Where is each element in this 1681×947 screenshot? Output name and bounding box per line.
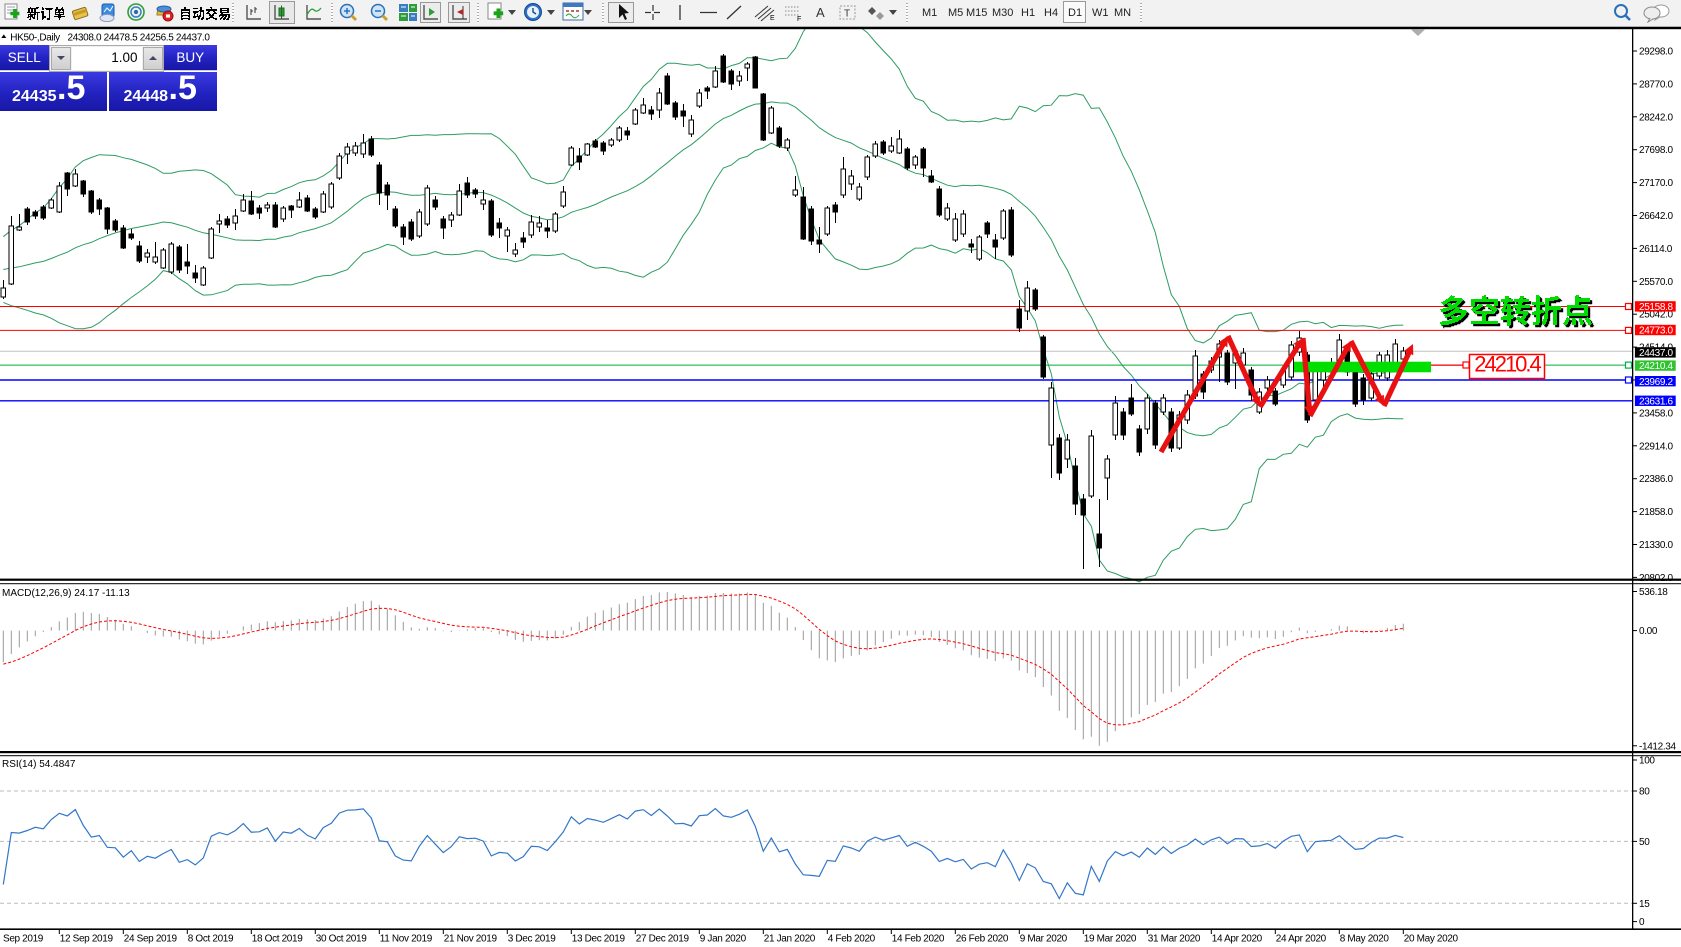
svg-text:RSI(14) 54.4847: RSI(14) 54.4847 <box>2 759 76 770</box>
svg-text:MACD(12,26,9) 24.17 -11.13: MACD(12,26,9) 24.17 -11.13 <box>2 588 130 599</box>
svg-text:24 Sep 2019: 24 Sep 2019 <box>124 934 178 945</box>
svg-text:26642.0: 26642.0 <box>1639 211 1673 222</box>
svg-text:18 Oct 2019: 18 Oct 2019 <box>252 934 303 945</box>
svg-text:14 Apr 2020: 14 Apr 2020 <box>1212 934 1263 945</box>
svg-text:4 Feb 2020: 4 Feb 2020 <box>828 934 876 945</box>
svg-text:21858.0: 21858.0 <box>1639 507 1673 518</box>
svg-text:22914.0: 22914.0 <box>1639 441 1673 452</box>
svg-text:30 Oct 2019: 30 Oct 2019 <box>316 934 367 945</box>
svg-text:23631.6: 23631.6 <box>1639 396 1673 407</box>
svg-text:13 Dec 2019: 13 Dec 2019 <box>572 934 626 945</box>
svg-text:24210.4: 24210.4 <box>1639 361 1673 372</box>
svg-text:20802.0: 20802.0 <box>1639 573 1673 584</box>
svg-text:26114.0: 26114.0 <box>1639 244 1673 255</box>
svg-text:24773.0: 24773.0 <box>1639 326 1673 337</box>
svg-text:9 Jan 2020: 9 Jan 2020 <box>700 934 747 945</box>
svg-text:T: T <box>844 9 850 20</box>
svg-text:26 Feb 2020: 26 Feb 2020 <box>956 934 1009 945</box>
svg-text:28770.0: 28770.0 <box>1639 79 1673 90</box>
svg-text:80: 80 <box>1639 787 1650 798</box>
svg-text:100: 100 <box>1639 756 1655 767</box>
svg-text:8 Oct 2019: 8 Oct 2019 <box>188 934 234 945</box>
svg-text:29298.0: 29298.0 <box>1639 47 1673 58</box>
svg-text:20 May 2020: 20 May 2020 <box>1404 934 1459 945</box>
svg-text:25042.0: 25042.0 <box>1639 310 1673 321</box>
svg-text:27170.0: 27170.0 <box>1639 178 1673 189</box>
svg-text:28242.0: 28242.0 <box>1639 112 1673 123</box>
svg-text:15: 15 <box>1639 899 1650 910</box>
svg-text:25570.0: 25570.0 <box>1639 277 1673 288</box>
svg-text:-1412.34: -1412.34 <box>1639 741 1676 752</box>
svg-text:19 Mar 2020: 19 Mar 2020 <box>1084 934 1137 945</box>
svg-text:HK50-,Daily: HK50-,Daily <box>10 33 60 44</box>
svg-text:0: 0 <box>1639 917 1645 928</box>
svg-text:24210.4: 24210.4 <box>1474 352 1541 377</box>
svg-text:31 Mar 2020: 31 Mar 2020 <box>1148 934 1201 945</box>
svg-text:12 Sep 2019: 12 Sep 2019 <box>60 934 114 945</box>
svg-text:24308.0 24478.5 24256.5 24437.: 24308.0 24478.5 24256.5 24437.0 <box>68 33 211 44</box>
svg-text:24437.0: 24437.0 <box>1639 348 1673 359</box>
svg-text:21 Jan 2020: 21 Jan 2020 <box>764 934 816 945</box>
svg-text:23458.0: 23458.0 <box>1639 408 1673 419</box>
svg-text:21 Nov 2019: 21 Nov 2019 <box>444 934 498 945</box>
svg-text:11 Nov 2019: 11 Nov 2019 <box>380 934 433 945</box>
svg-text:F: F <box>797 16 801 22</box>
svg-text:24 Apr 2020: 24 Apr 2020 <box>1276 934 1327 945</box>
svg-text:8 May 2020: 8 May 2020 <box>1340 934 1390 945</box>
svg-text:22386.0: 22386.0 <box>1639 474 1673 485</box>
svg-text:0.00: 0.00 <box>1639 626 1658 637</box>
svg-text:536.18: 536.18 <box>1639 587 1668 598</box>
svg-text:Sep 2019: Sep 2019 <box>3 934 44 945</box>
svg-text:3 Dec 2019: 3 Dec 2019 <box>508 934 556 945</box>
svg-text:25158.8: 25158.8 <box>1639 302 1673 313</box>
svg-text:23969.2: 23969.2 <box>1639 377 1673 388</box>
svg-text:27698.0: 27698.0 <box>1639 145 1673 156</box>
svg-text:21330.0: 21330.0 <box>1639 540 1673 551</box>
svg-text:27 Dec 2019: 27 Dec 2019 <box>636 934 690 945</box>
svg-text:9 Mar 2020: 9 Mar 2020 <box>1020 934 1068 945</box>
svg-text:50: 50 <box>1639 837 1650 848</box>
svg-text:E: E <box>770 15 775 22</box>
svg-text:14 Feb 2020: 14 Feb 2020 <box>892 934 945 945</box>
